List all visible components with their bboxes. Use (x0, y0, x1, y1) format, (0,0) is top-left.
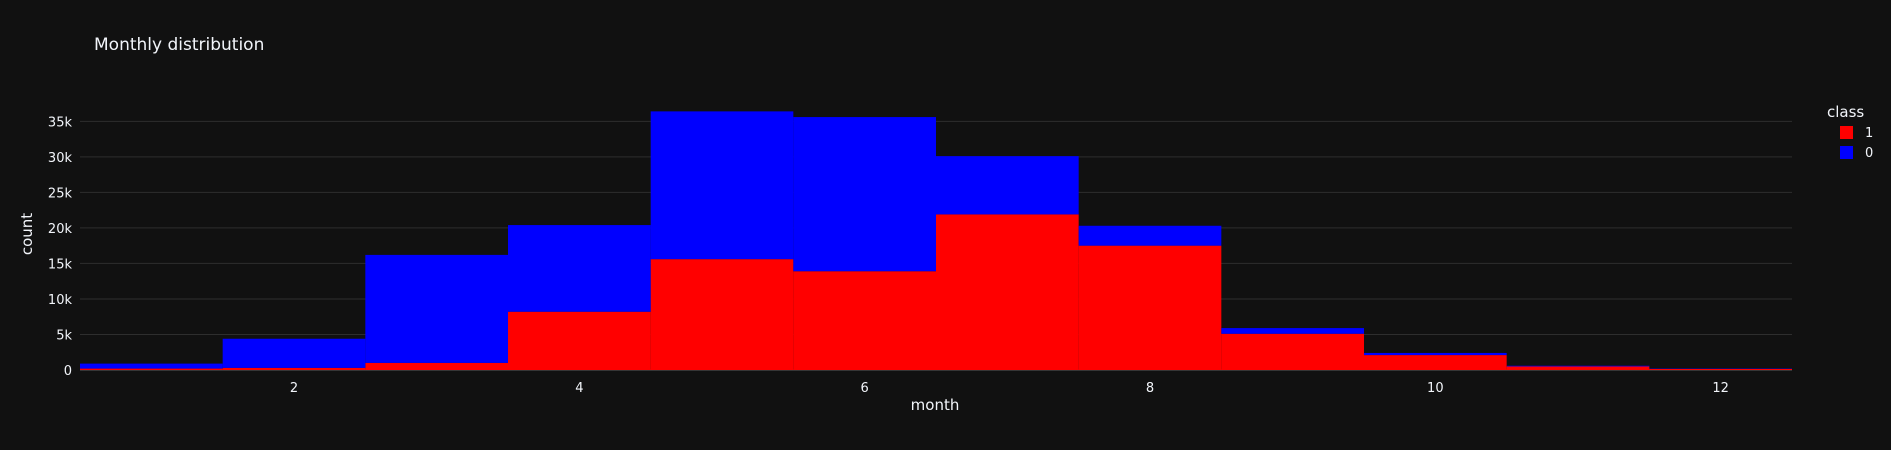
bar-class-0-month-1[interactable] (80, 363, 223, 369)
bar-class-1-month-1[interactable] (80, 368, 223, 370)
bar-class-1-month-9[interactable] (1221, 333, 1364, 370)
bar-class-1-month-10[interactable] (1364, 355, 1507, 370)
bar-class-0-month-5[interactable] (650, 111, 794, 260)
bars (80, 111, 1792, 370)
bar-class-0-month-9[interactable] (1221, 328, 1364, 334)
legend-swatch (1840, 146, 1853, 159)
bar-class-0-month-3[interactable] (365, 254, 508, 363)
legend-title: class (1827, 103, 1864, 121)
y-tick-label: 10k (48, 293, 73, 308)
bar-class-0-month-10[interactable] (1364, 352, 1507, 356)
x-tick-label: 2 (290, 381, 298, 396)
bar-class-0-month-11[interactable] (1506, 365, 1650, 367)
y-tick-label: 30k (48, 151, 73, 166)
bar-class-0-month-4[interactable] (508, 225, 651, 312)
bar-class-1-month-12[interactable] (1649, 368, 1792, 370)
x-tick-label: 10 (1427, 381, 1444, 396)
legend-label: 1 (1865, 126, 1873, 141)
bar-class-0-month-8[interactable] (1078, 225, 1222, 246)
x-tick-label: 6 (861, 381, 869, 396)
x-tick-label: 12 (1712, 381, 1729, 396)
x-tick-label: 8 (1146, 381, 1154, 396)
x-tick-label: 4 (575, 381, 583, 396)
legend-items[interactable]: 10 (1840, 126, 1873, 161)
y-tick-label: 5k (56, 328, 72, 343)
bar-class-1-month-4[interactable] (508, 311, 651, 370)
x-axis-title: month (911, 396, 960, 414)
legend-label: 0 (1865, 146, 1873, 161)
y-tick-label: 15k (48, 257, 73, 272)
bar-class-1-month-6[interactable] (793, 271, 936, 370)
y-axis-title: count (18, 213, 36, 255)
y-axis-ticks: 0 5k 10k 15k 20k 25k 30k 35k (48, 115, 73, 379)
y-tick-label: 20k (48, 222, 73, 237)
bar-class-1-month-11[interactable] (1506, 366, 1650, 370)
chart-title: Monthly distribution (94, 35, 264, 55)
legend[interactable]: class 10 (1827, 103, 1873, 161)
bar-class-0-month-7[interactable] (936, 156, 1079, 215)
y-tick-label: 25k (48, 186, 73, 201)
x-axis-ticks: 2 4 6 8 10 12 (290, 381, 1729, 396)
bar-class-1-month-8[interactable] (1078, 245, 1222, 370)
bar-class-1-month-3[interactable] (365, 362, 508, 370)
bar-class-1-month-5[interactable] (650, 259, 794, 370)
y-tick-label: 35k (48, 115, 73, 130)
bar-class-1-month-7[interactable] (936, 214, 1079, 370)
bar-class-1-month-2[interactable] (222, 367, 366, 370)
legend-swatch (1840, 126, 1853, 139)
y-tick-label: 0 (64, 364, 72, 379)
bar-class-0-month-2[interactable] (222, 338, 366, 368)
bar-class-0-month-6[interactable] (793, 117, 936, 272)
